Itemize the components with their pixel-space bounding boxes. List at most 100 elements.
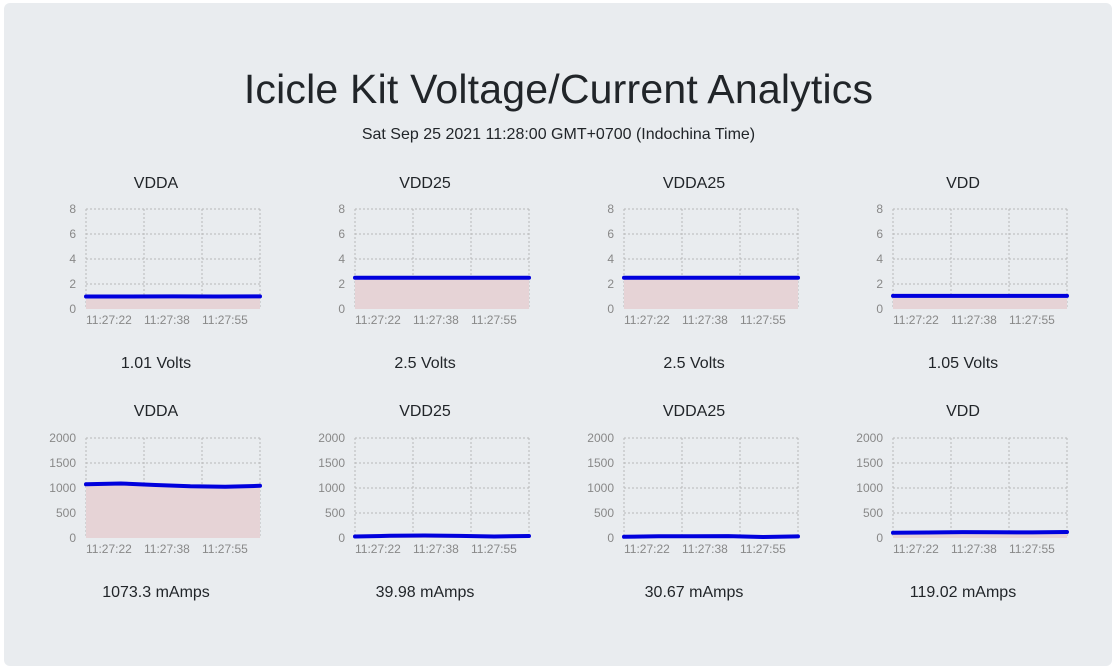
x-tick-label: 11:27:55: [740, 542, 786, 556]
chart-title-vdda-voltage: VDDA: [133, 175, 179, 192]
chart-title-vdd25-voltage: VDD25: [399, 175, 451, 192]
y-tick-label: 500: [594, 506, 614, 520]
y-tick-label: 0: [876, 302, 883, 316]
y-tick-label: 4: [607, 252, 614, 266]
x-tick-label: 11:27:22: [893, 313, 939, 327]
y-tick-label: 1000: [49, 481, 76, 495]
y-tick-label: 2: [69, 277, 76, 291]
x-tick-label: 11:27:38: [413, 542, 459, 556]
chart-title-vdd-current: VDD: [946, 403, 980, 420]
chart-vdda-voltage: 0 2 4 6 8 11:27:22 11:27:38 11:27:55: [69, 202, 262, 327]
y-tick-label: 500: [325, 506, 345, 520]
chart-vdd-voltage: 0 2 4 6 8 11:27:22 11:27:38 11:27:55: [876, 202, 1069, 327]
chart-vdda-current: 0 500 1000 1500 2000 11:27:22 11:27:38 11:27:55: [49, 431, 262, 556]
reading-vdda25-voltage: 2.5 Volts: [663, 355, 725, 372]
series-line: [353, 533, 531, 539]
chart-vdda25-voltage: 0 2 4 6 8 11:27:22 11:27:38 11:27:55: [607, 202, 800, 327]
series-line: [84, 481, 262, 489]
x-tick-label: 11:27:38: [951, 313, 997, 327]
x-tick-label: 11:27:22: [355, 542, 401, 556]
x-tick-label: 11:27:38: [951, 542, 997, 556]
x-tick-label: 11:27:55: [1009, 542, 1055, 556]
chart-vdd25-current: 0 500 1000 1500 2000 11:27:22 11:27:38 11:27:55: [318, 431, 531, 556]
y-tick-label: 8: [338, 202, 345, 216]
page-title: Icicle Kit Voltage/Current Analytics: [243, 66, 874, 112]
reading-vdd25-current: 39.98 mAmps: [375, 584, 475, 601]
y-tick-label: 0: [338, 531, 345, 545]
y-tick-label: 1000: [587, 481, 614, 495]
dashboard-panel: [4, 3, 1112, 666]
x-tick-label: 11:27:22: [355, 313, 401, 327]
timestamp: Sat Sep 25 2021 11:28:00 GMT+0700 (Indoc…: [361, 126, 756, 143]
chart-title-vdda-current: VDDA: [133, 403, 179, 420]
chart-title-vdda25-current: VDDA25: [662, 403, 726, 420]
chart-title-vdd-voltage: VDD: [946, 175, 980, 192]
y-tick-label: 1500: [318, 456, 345, 470]
chart-title-vdd25-current: VDD25: [399, 403, 451, 420]
x-tick-label: 11:27:38: [144, 313, 190, 327]
y-tick-label: 4: [338, 252, 345, 266]
y-tick-label: 6: [876, 227, 883, 241]
x-tick-label: 11:27:55: [202, 313, 248, 327]
series-area: [86, 296, 260, 309]
y-tick-label: 8: [69, 202, 76, 216]
chart-vdd-current: 0 500 1000 1500 2000 11:27:22 11:27:38 11:27:55: [856, 431, 1069, 556]
y-tick-label: 2000: [318, 431, 345, 445]
y-tick-label: 2000: [856, 431, 883, 445]
y-tick-label: 2: [876, 277, 883, 291]
y-tick-label: 2000: [49, 431, 76, 445]
x-tick-label: 11:27:55: [202, 542, 248, 556]
y-tick-label: 0: [338, 302, 345, 316]
y-tick-label: 2000: [587, 431, 614, 445]
y-tick-label: 4: [69, 252, 76, 266]
y-tick-label: 8: [876, 202, 883, 216]
y-tick-label: 1500: [856, 456, 883, 470]
y-tick-label: 500: [863, 506, 883, 520]
x-tick-label: 11:27:22: [624, 313, 670, 327]
x-tick-label: 11:27:55: [471, 313, 517, 327]
series-area: [893, 295, 1067, 309]
y-tick-label: 2: [607, 277, 614, 291]
y-tick-label: 0: [607, 302, 614, 316]
reading-vdd-voltage: 1.05 Volts: [927, 355, 999, 372]
chart-vdd25-voltage: 0 2 4 6 8 11:27:22 11:27:38 11:27:55: [338, 202, 531, 327]
x-tick-label: 11:27:55: [471, 542, 517, 556]
chart-title-vdda25-voltage: VDDA25: [662, 175, 726, 192]
x-tick-label: 11:27:22: [624, 542, 670, 556]
x-tick-label: 11:27:38: [413, 313, 459, 327]
y-tick-label: 6: [338, 227, 345, 241]
series-area: [86, 483, 260, 538]
series-line: [622, 534, 800, 539]
reading-vdd25-voltage: 2.5 Volts: [394, 355, 456, 372]
y-tick-label: 8: [607, 202, 614, 216]
y-tick-label: 0: [69, 531, 76, 545]
x-tick-label: 11:27:22: [86, 542, 132, 556]
series-line: [891, 530, 1069, 535]
x-tick-label: 11:27:38: [682, 313, 728, 327]
x-tick-label: 11:27:22: [86, 313, 132, 327]
y-tick-label: 1000: [318, 481, 345, 495]
reading-vdd-current: 119.02 mAmps: [909, 584, 1017, 601]
reading-vdda25-current: 30.67 mAmps: [644, 584, 744, 601]
series-area: [355, 277, 529, 309]
y-tick-label: 1500: [587, 456, 614, 470]
y-tick-label: 0: [607, 531, 614, 545]
x-tick-label: 11:27:38: [682, 542, 728, 556]
series-area: [624, 277, 798, 309]
y-tick-label: 1500: [49, 456, 76, 470]
x-tick-label: 11:27:38: [144, 542, 190, 556]
y-tick-label: 6: [607, 227, 614, 241]
y-tick-label: 6: [69, 227, 76, 241]
x-tick-label: 11:27:22: [893, 542, 939, 556]
reading-vdda-voltage: 1.01 Volts: [120, 355, 192, 372]
y-tick-label: 2: [338, 277, 345, 291]
reading-vdda-current: 1073.3 mAmps: [102, 584, 210, 601]
y-tick-label: 500: [56, 506, 76, 520]
x-tick-label: 11:27:55: [740, 313, 786, 327]
y-tick-label: 4: [876, 252, 883, 266]
x-tick-label: 11:27:55: [1009, 313, 1055, 327]
y-tick-label: 1000: [856, 481, 883, 495]
chart-vdda25-current: 0 500 1000 1500 2000 11:27:22 11:27:38 11:27:55: [587, 431, 800, 556]
y-tick-label: 0: [69, 302, 76, 316]
y-tick-label: 0: [876, 531, 883, 545]
